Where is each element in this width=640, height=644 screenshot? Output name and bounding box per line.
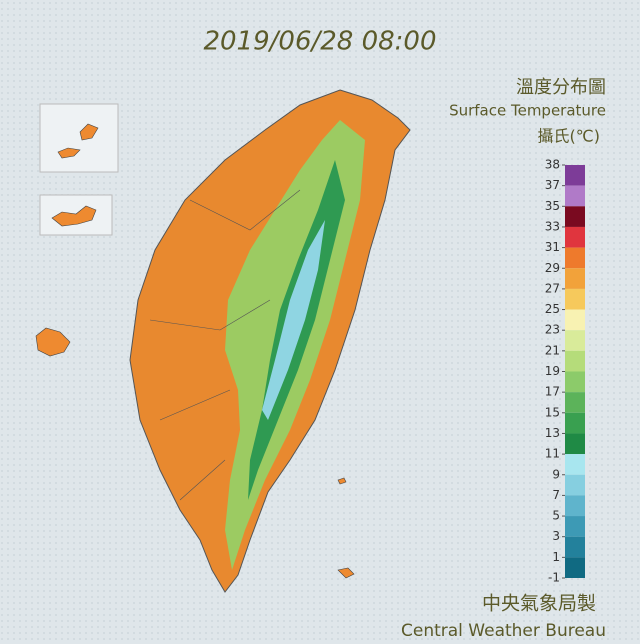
legend-swatch [565,288,585,310]
small-island [337,477,355,579]
legend-swatch [565,412,585,434]
penghu [35,327,71,357]
legend-swatch [565,247,585,269]
county-border [149,189,301,501]
legend-tick-label: 21 [545,343,560,357]
legend-tick-label: 7 [552,488,560,502]
legend-tick-label: 15 [545,405,560,419]
legend-tick-label: 37 [545,178,560,192]
legend-tick-label: 19 [545,364,560,378]
legend-swatch [565,536,585,558]
legend-swatch [565,474,585,496]
agency-en: Central Weather Bureau [401,621,606,641]
insets [35,103,355,579]
inset-island [57,123,99,159]
legend-tick-label: 31 [545,240,560,254]
inset-island [51,205,97,227]
map-title: 溫度分布圖 [516,77,606,98]
unit-label: 攝氏(℃) [538,127,600,146]
legend-tick-label: 33 [545,219,560,233]
legend-swatch [565,495,585,517]
legend-swatch [565,268,585,289]
legend-swatch [565,454,585,475]
legend-tick-label: 38 [545,158,560,172]
agency: 中央氣象局製 [482,593,596,615]
taiwan-map [129,89,411,593]
legend-swatch [565,516,585,537]
inset-box [39,103,119,173]
legend-swatch [565,185,585,207]
legend-tick-label: 11 [545,447,560,461]
legend-tick-label: 5 [552,509,560,523]
legend-tick-label: -1 [548,571,560,585]
legend-tick-label: 1 [552,550,560,564]
legend-swatch [565,309,585,331]
ridge [262,220,325,420]
legend-tick-label: 13 [545,426,560,440]
legend-tick-label: 9 [552,467,560,481]
legend-tick-label: 3 [552,529,560,543]
legend-tick-label: 17 [545,385,560,399]
legend-tick-label: 25 [545,302,560,316]
map-subtitle: Surface Temperature [449,102,606,120]
legend-swatch [565,557,585,578]
legend-tick-label: 27 [545,281,560,295]
legend-swatch [565,165,585,186]
legend-swatch [565,226,585,248]
legend-swatch [565,371,585,393]
legend-swatch [565,330,585,351]
legend-swatch [565,433,585,455]
timestamp: 2019/06/28 08:00 [203,27,436,57]
legend-swatch [565,350,585,372]
legend-swatch [565,206,585,227]
legend-tick-label: 35 [545,199,560,213]
legend-swatch [565,392,585,413]
legend-tick-label: 29 [545,261,560,275]
legend-tick-label: 23 [545,323,560,337]
